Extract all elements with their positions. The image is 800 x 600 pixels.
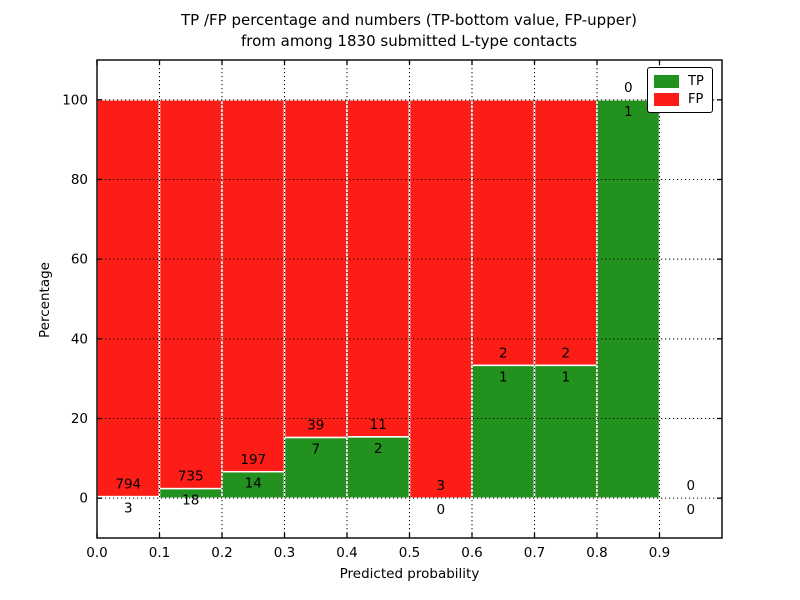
tp-count-label-bin6: 1 xyxy=(499,369,508,385)
fp-count-label-bin3: 39 xyxy=(307,418,324,434)
tp-count-label-bin4: 2 xyxy=(374,441,383,457)
tp-bar-bin8 xyxy=(596,99,661,499)
y-tick-label-80: 80 xyxy=(71,172,88,188)
tp-count-label-bin0: 3 xyxy=(124,501,133,517)
fp-count-label-bin7: 2 xyxy=(561,345,570,361)
x-tick-label-0.0: 0.0 xyxy=(86,545,107,561)
fp-bar-bin1 xyxy=(158,99,223,490)
fp-bar-bin3 xyxy=(283,99,348,439)
tp-count-label-bin7: 1 xyxy=(561,369,570,385)
fp-bar-bin2 xyxy=(221,99,286,473)
x-tick-label-0.6: 0.6 xyxy=(461,545,482,561)
tp-bar-bin6 xyxy=(471,364,536,499)
fp-bar-bin0 xyxy=(96,99,161,498)
x-tick-label-0.1: 0.1 xyxy=(149,545,170,561)
y-tick-label-20: 20 xyxy=(71,411,88,427)
x-tick-label-0.2: 0.2 xyxy=(211,545,232,561)
x-tick-label-0.9: 0.9 xyxy=(649,545,670,561)
tp-count-label-bin3: 7 xyxy=(311,441,320,457)
fp-count-label-bin4: 11 xyxy=(370,417,387,433)
y-axis-label: Percentage xyxy=(37,262,53,338)
legend: TP FP xyxy=(647,67,713,113)
tp-legend-label: TP xyxy=(688,73,704,89)
figure-title-line2: from among 1830 submitted L-type contact… xyxy=(240,32,578,50)
fp-legend-label: FP xyxy=(688,91,704,107)
tp-count-label-bin9: 0 xyxy=(686,502,695,518)
figure-title-line1: TP /FP percentage and numbers (TP-bottom… xyxy=(181,11,637,29)
tp-count-label-bin1: 18 xyxy=(182,493,199,509)
y-tick-label-60: 60 xyxy=(71,252,88,268)
x-axis-label: Predicted probability xyxy=(339,566,480,582)
tp-count-label-bin2: 14 xyxy=(245,476,262,492)
fp-count-label-bin1: 735 xyxy=(178,469,204,485)
tp-count-label-bin8: 1 xyxy=(624,104,633,120)
legend-item-fp: FP xyxy=(654,91,706,107)
x-tick-label-0.3: 0.3 xyxy=(274,545,295,561)
x-tick-label-0.4: 0.4 xyxy=(336,545,357,561)
tp-bar-bin7 xyxy=(533,364,598,499)
fp-bar-bin5 xyxy=(408,99,473,499)
fp-count-label-bin5: 3 xyxy=(436,478,445,494)
fp-count-label-bin6: 2 xyxy=(499,345,508,361)
figure-title: TP /FP percentage and numbers (TP-bottom… xyxy=(9,10,800,52)
x-tick-label-0.7: 0.7 xyxy=(524,545,545,561)
y-tick-label-100: 100 xyxy=(62,92,88,108)
fp-count-label-bin0: 794 xyxy=(115,477,141,493)
fp-bar-bin7 xyxy=(533,99,598,367)
tp-legend-swatch xyxy=(654,74,679,88)
y-tick-label-0: 0 xyxy=(79,491,88,507)
fp-count-label-bin9: 0 xyxy=(686,478,695,494)
legend-item-tp: TP xyxy=(654,73,706,89)
tp-bar-bin3 xyxy=(283,436,348,499)
fp-count-label-bin8: 0 xyxy=(624,80,633,96)
y-tick-label-40: 40 xyxy=(71,331,88,347)
tp-bar-bin4 xyxy=(346,436,411,499)
tp-count-label-bin5: 0 xyxy=(436,502,445,518)
fp-legend-swatch xyxy=(654,92,679,106)
fp-bar-bin4 xyxy=(346,99,411,438)
x-tick-label-0.5: 0.5 xyxy=(399,545,420,561)
fp-bar-bin6 xyxy=(471,99,536,367)
x-tick-label-0.8: 0.8 xyxy=(586,545,607,561)
fp-count-label-bin2: 197 xyxy=(240,452,266,468)
